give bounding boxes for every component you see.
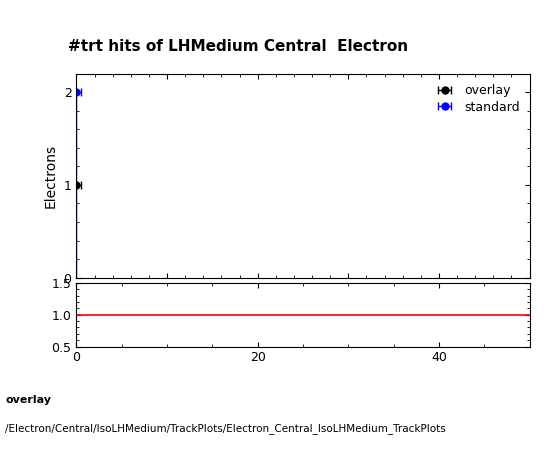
Text: overlay: overlay <box>5 395 51 405</box>
Text: #trt hits of LHMedium Central  Electron: #trt hits of LHMedium Central Electron <box>68 39 408 54</box>
Text: /Electron/Central/IsoLHMedium/TrackPlots/Electron_Central_IsoLHMedium_TrackPlots: /Electron/Central/IsoLHMedium/TrackPlots… <box>5 423 446 434</box>
Y-axis label: Electrons: Electrons <box>44 144 58 208</box>
Legend: overlay, standard: overlay, standard <box>431 80 524 117</box>
